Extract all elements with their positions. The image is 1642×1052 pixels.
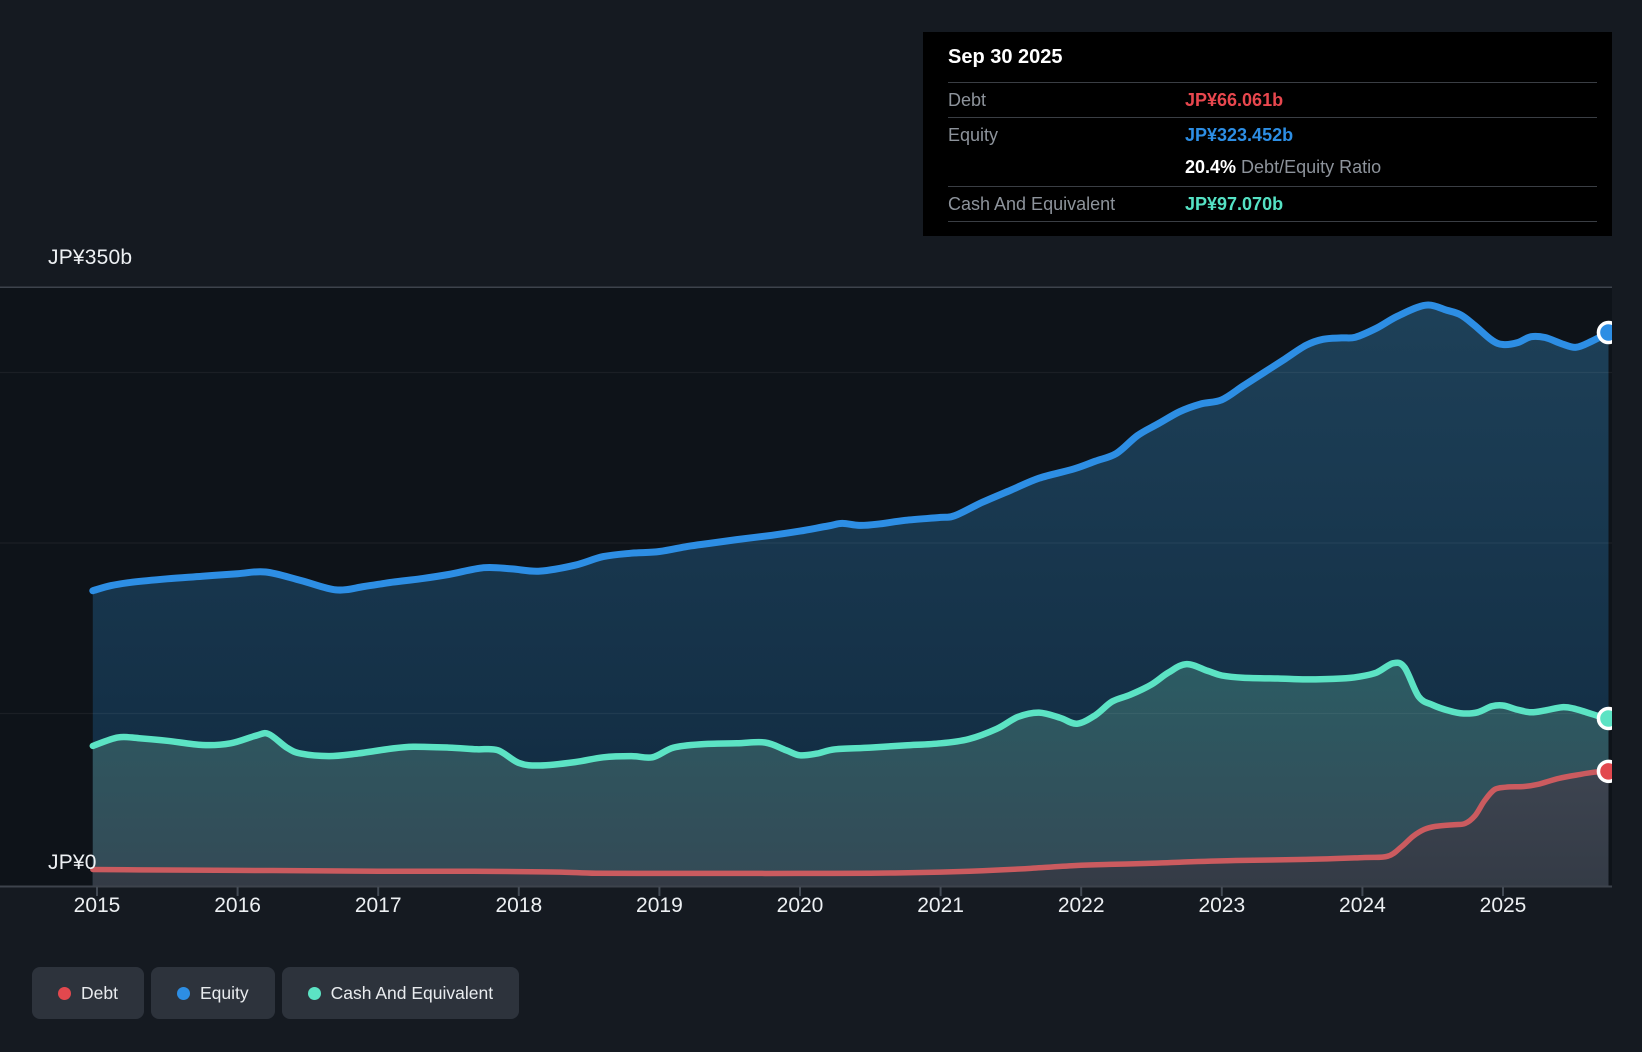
- chart-tooltip: Sep 30 2025 Debt JP¥66.061b Equity JP¥323.4…: [923, 32, 1612, 236]
- tooltip-row-value: JP¥97.070b: [1185, 194, 1284, 214]
- legend-item-debt[interactable]: Debt: [32, 967, 144, 1019]
- legend-item-equity[interactable]: Equity: [150, 967, 275, 1019]
- y-axis-label-top: JP¥350b: [48, 246, 133, 269]
- x-axis-label-2016: 2016: [214, 894, 261, 917]
- x-axis-label-2020: 2020: [776, 894, 824, 917]
- debt-line: [90, 768, 1612, 877]
- tooltip-row-debt: Debt JP¥66.061b: [948, 83, 1597, 118]
- x-axis-label-2021: 2021: [917, 894, 964, 917]
- tooltip-debt-equity-ratio: 20.4% Debt/Equity Ratio: [1185, 157, 1382, 177]
- y-axis-label-zero: JP¥0: [48, 851, 97, 874]
- legend-item-cash[interactable]: Cash And Equivalent: [281, 967, 520, 1019]
- tooltip-row-value: JP¥66.061b: [1185, 90, 1284, 110]
- x-axis-label-2017: 2017: [354, 894, 402, 917]
- x-axis-label-2019: 2019: [636, 894, 683, 917]
- cash-and-equivalent-area: [92, 662, 1609, 887]
- tooltip-row-label: Debt: [948, 90, 987, 110]
- x-axis-label-2024: 2024: [1339, 894, 1386, 917]
- x-axis-label-2023: 2023: [1198, 894, 1246, 917]
- tooltip-row-label: Cash And Equivalent: [948, 194, 1116, 214]
- equity-legend-dot-icon: [176, 986, 190, 1000]
- legend-item-label: Debt: [81, 982, 118, 1003]
- x-axis-label-2015: 2015: [73, 894, 121, 917]
- x-axis-label-2018: 2018: [495, 894, 543, 917]
- equity-endpoint-dot: [1596, 320, 1612, 345]
- debt-area: [92, 771, 1609, 887]
- tooltip-row-label: Equity: [948, 125, 999, 145]
- debt-endpoint-dot: [1596, 759, 1612, 784]
- cash-and-equivalent-line: [89, 659, 1612, 769]
- equity-line: [89, 301, 1612, 595]
- debt-legend-dot-icon: [58, 986, 71, 1000]
- legend-item-label: Cash And Equivalent: [330, 982, 494, 1003]
- tooltip-row-equity: Equity JP¥323.452b 20.4% Debt/Equity Ratio: [948, 118, 1597, 187]
- x-axis-label-2022: 2022: [1057, 894, 1105, 917]
- tooltip-date: Sep 30 2025: [948, 32, 1597, 83]
- legend-item-label: Equity: [199, 982, 249, 1003]
- cash-legend-dot-icon: [307, 986, 321, 1000]
- cash-and-equivalent-endpoint-dot: [1596, 706, 1612, 731]
- tooltip-row-cash: Cash And Equivalent JP¥97.070b: [948, 187, 1597, 222]
- chart-legend: Debt Equity Cash And Equivalent: [32, 967, 520, 1019]
- tooltip-row-value: JP¥323.452b: [1185, 125, 1294, 145]
- x-axis-label-2025: 2025: [1479, 894, 1527, 917]
